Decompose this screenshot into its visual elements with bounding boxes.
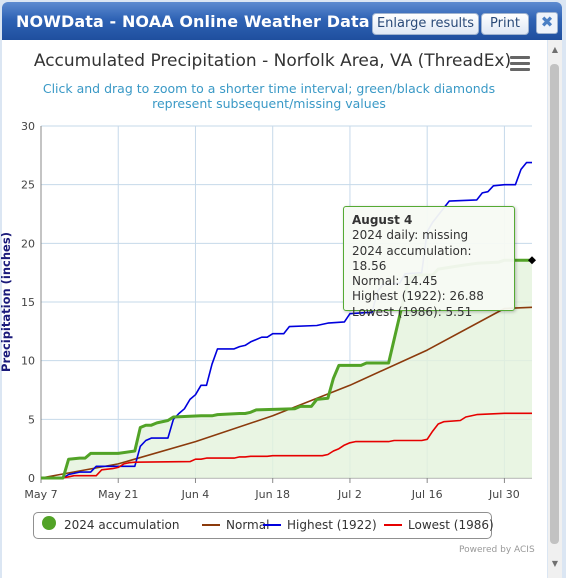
y-tick-label: 15 xyxy=(21,296,35,309)
legend-label: Normal xyxy=(226,518,270,532)
x-tick-label: Jun 18 xyxy=(254,488,290,501)
x-tick-label: Jul 30 xyxy=(488,488,520,501)
x-tick-label: Jul 2 xyxy=(337,488,362,501)
series-line-highest xyxy=(41,161,532,479)
chart-legend: 2024 accumulation Normal Highest (1922) … xyxy=(33,512,494,539)
legend-item-2024-accumulation[interactable]: 2024 accumulation xyxy=(42,516,180,532)
legend-label: Highest (1922) xyxy=(287,518,377,532)
x-tick-label: May 7 xyxy=(24,488,57,501)
y-tick-label: 0 xyxy=(28,472,35,485)
legend-label: 2024 accumulation xyxy=(64,518,180,532)
chart-title: Accumulated Precipitation - Norfolk Area… xyxy=(33,51,512,71)
tooltip-line: Normal: 14.45 xyxy=(352,274,438,289)
chart-subtitle: Click and drag to zoom to a shorter time… xyxy=(42,81,496,111)
tooltip-header: August 4 xyxy=(352,213,413,227)
x-tick-label: Jun 4 xyxy=(181,488,210,501)
print-button[interactable]: Print xyxy=(481,13,529,35)
legend-dot-icon xyxy=(42,516,56,530)
enlarge-results-button[interactable]: Enlarge results xyxy=(372,13,479,35)
x-tick-label: Jul 16 xyxy=(411,488,443,501)
window-titlebar[interactable]: NOWData - NOAA Online Weather Data Enlar… xyxy=(2,2,562,40)
tooltip-line: 2024 daily: missing xyxy=(352,228,469,243)
missing-value-diamond xyxy=(528,256,536,265)
close-icon[interactable]: ✖ xyxy=(536,12,558,34)
series-line-normal xyxy=(40,306,533,479)
legend-line-icon xyxy=(202,524,220,526)
legend-item-normal[interactable]: Normal xyxy=(202,518,269,532)
chart-tooltip: August 4 2024 daily: missing 2024 accumu… xyxy=(343,206,515,319)
legend-label: Lowest (1986) xyxy=(408,518,494,532)
y-tick-label: 5 xyxy=(28,413,35,426)
series-line-lowest xyxy=(41,412,532,479)
tooltip-line: 2024 accumulation: 18.56 xyxy=(352,243,472,273)
tooltip-line: Lowest (1986): 5.51 xyxy=(352,304,473,319)
chart-credit[interactable]: Powered by ACIS xyxy=(459,545,535,555)
series-area-2024 xyxy=(41,260,532,478)
legend-line-icon xyxy=(263,524,281,526)
hamburger-menu-icon[interactable] xyxy=(510,56,530,72)
scroll-down-arrow-icon[interactable]: ▼ xyxy=(551,559,559,568)
legend-line-icon xyxy=(384,524,402,526)
y-tick-label: 30 xyxy=(21,120,35,133)
scrollbar-thumb[interactable] xyxy=(550,64,559,544)
y-axis-label: Precipitation (inches) xyxy=(0,232,13,372)
y-tick-label: 10 xyxy=(21,355,35,368)
window-title: NOWData - NOAA Online Weather Data xyxy=(16,12,370,31)
scroll-up-arrow-icon[interactable]: ▲ xyxy=(551,45,559,54)
legend-item-lowest[interactable]: Lowest (1986) xyxy=(384,518,494,532)
x-tick-label: May 21 xyxy=(98,488,138,501)
y-tick-label: 25 xyxy=(21,179,35,192)
tooltip-line: Highest (1922): 26.88 xyxy=(352,289,484,304)
y-tick-label: 20 xyxy=(21,237,35,250)
legend-item-highest[interactable]: Highest (1922) xyxy=(263,518,377,532)
